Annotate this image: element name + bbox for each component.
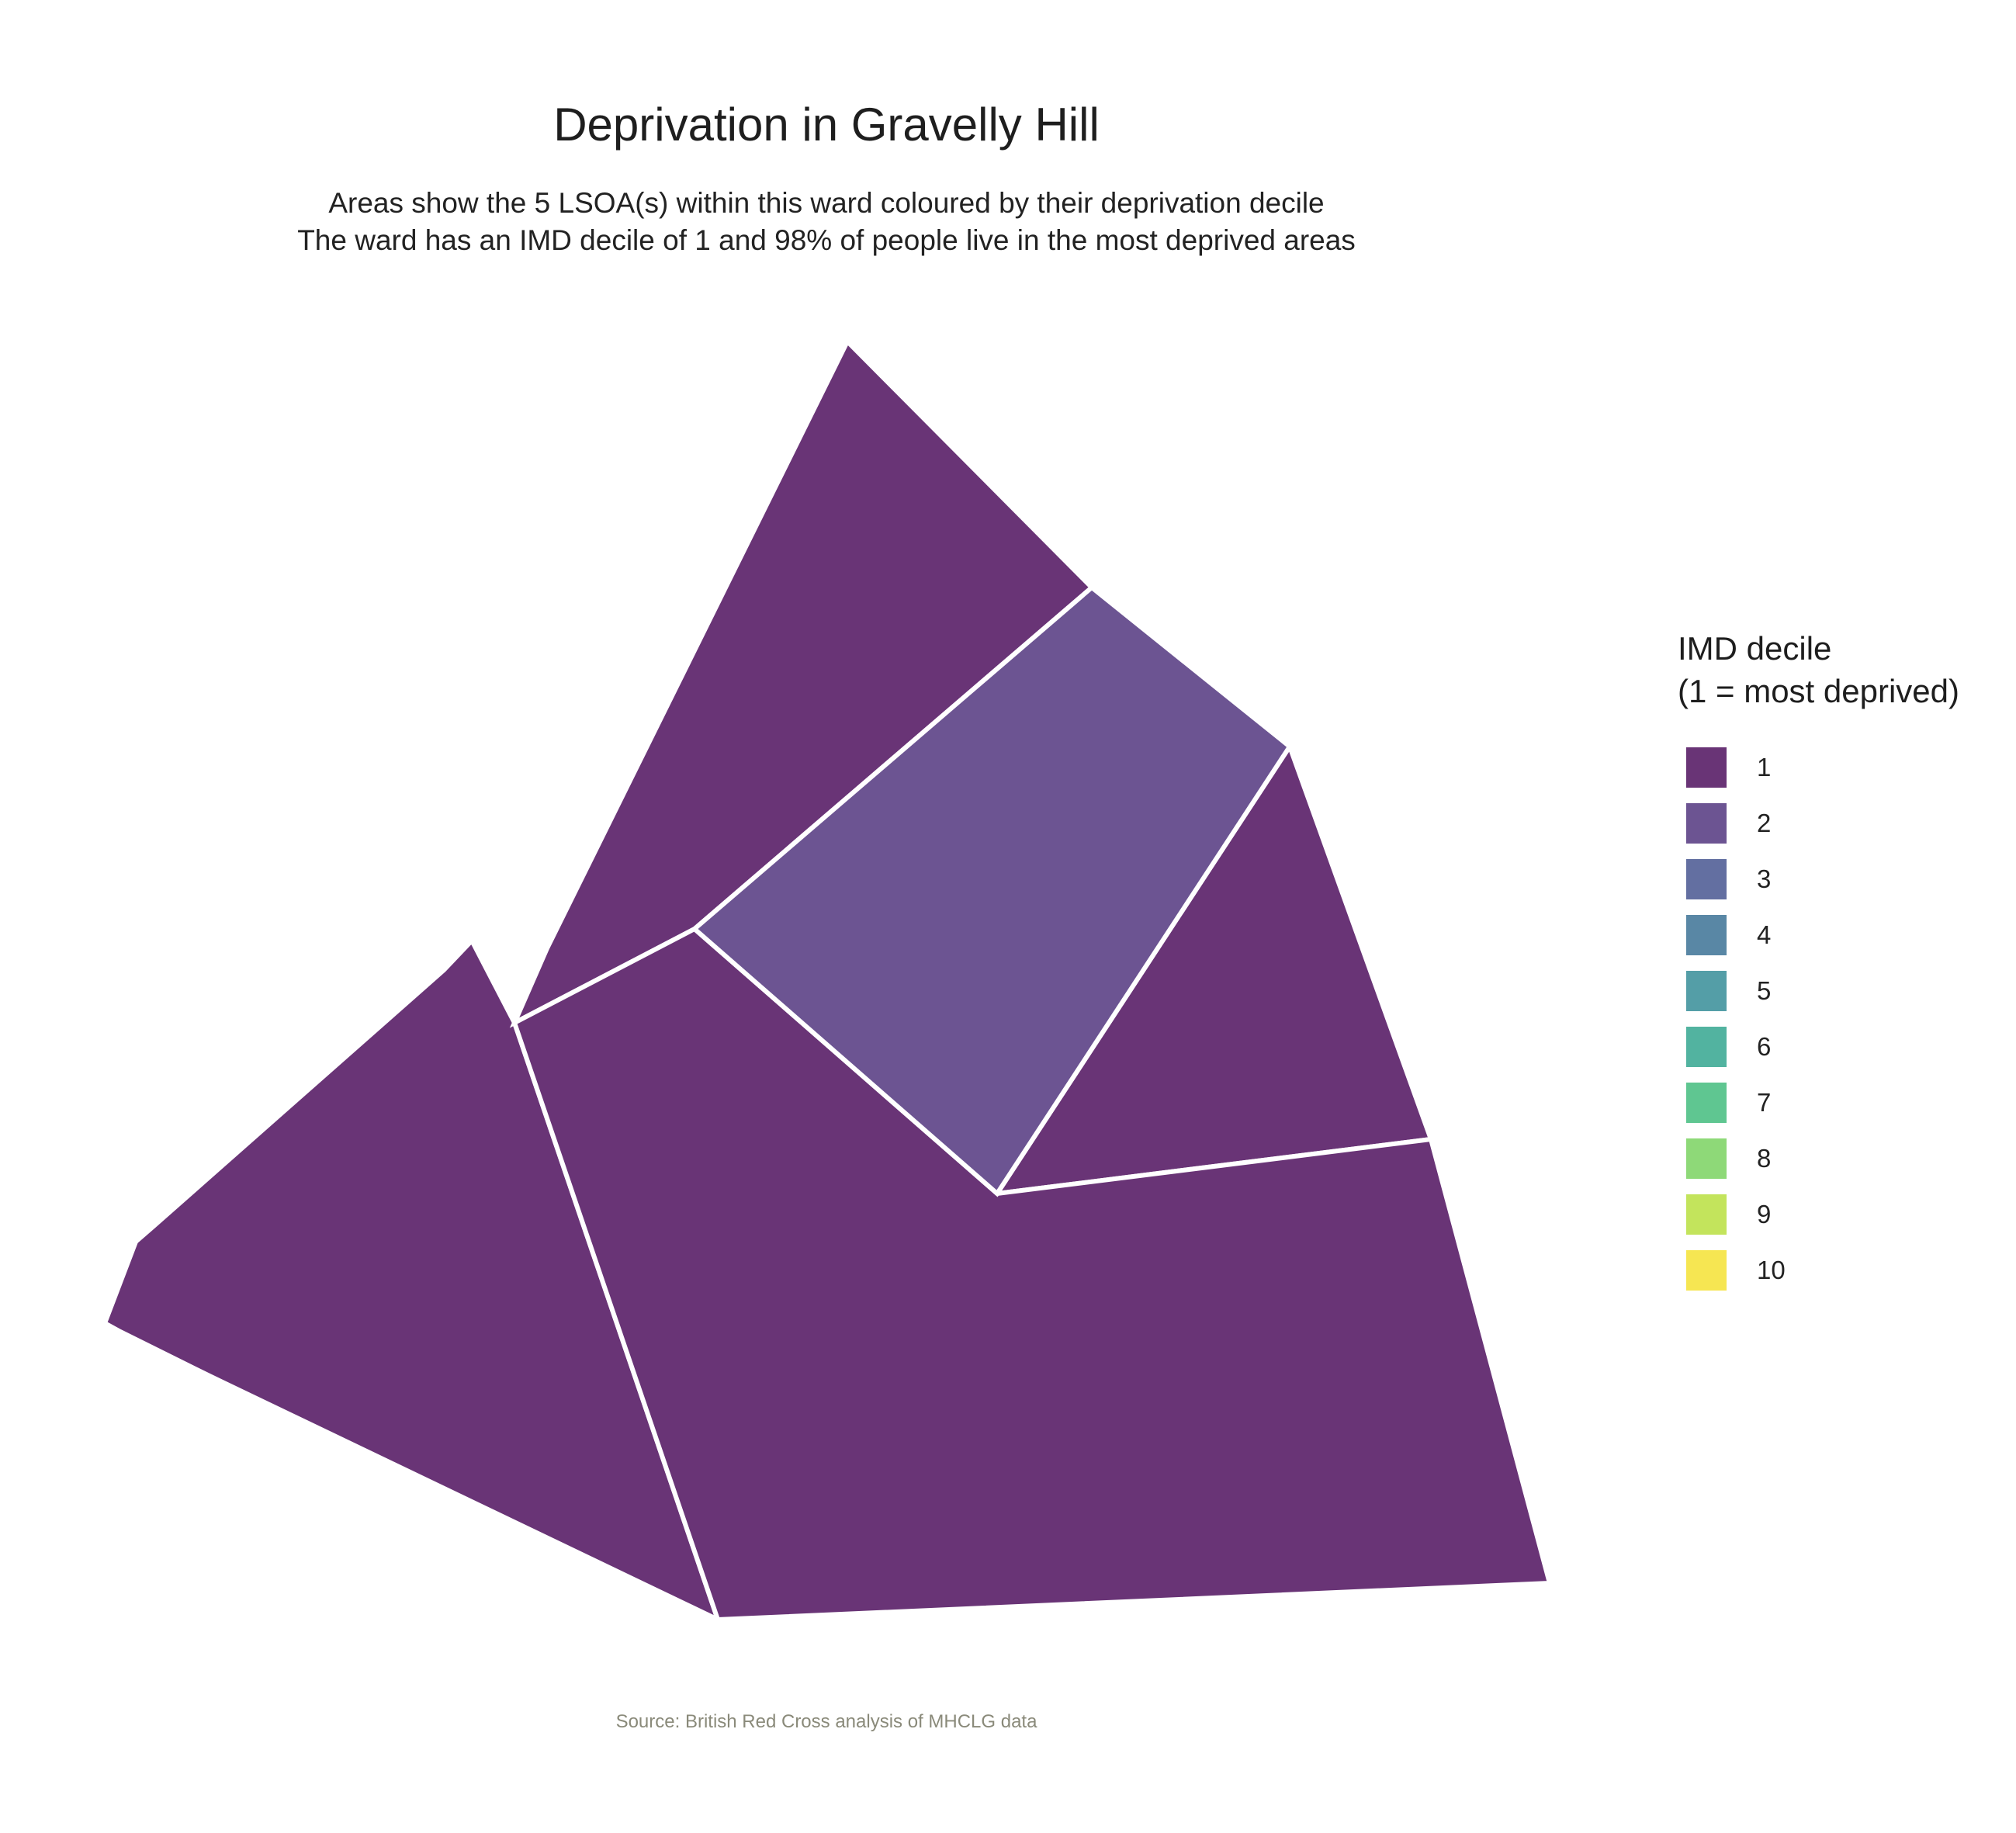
legend-item: 7: [1678, 1075, 1959, 1131]
lsoa-areas: [102, 337, 1553, 1624]
legend-key-swatch: [1686, 859, 1727, 899]
legend-item: 9: [1678, 1187, 1959, 1242]
legend-title-line-2: (1 = most deprived): [1678, 673, 1959, 709]
legend-key-swatch: [1686, 1083, 1727, 1123]
map-subtitle-line-1: Areas show the 5 LSOA(s) within this war…: [328, 187, 1325, 219]
legend-key-swatch: [1686, 1138, 1727, 1179]
legend-item: 5: [1678, 963, 1959, 1019]
legend-label: 2: [1757, 809, 1772, 837]
legend-key-swatch: [1686, 803, 1727, 844]
legend-key-swatch: [1686, 971, 1727, 1011]
legend-item: 2: [1678, 795, 1959, 851]
legend-label: 4: [1757, 920, 1772, 949]
legend-label: 5: [1757, 976, 1772, 1005]
legend-label: 7: [1757, 1088, 1772, 1117]
legend-key-swatch: [1686, 1250, 1727, 1291]
source-caption: Source: British Red Cross analysis of MH…: [615, 1711, 1037, 1732]
legend-item: 4: [1678, 907, 1959, 963]
legend-label: 10: [1757, 1256, 1786, 1284]
legend-label: 1: [1757, 753, 1772, 781]
legend-item: 8: [1678, 1131, 1959, 1187]
legend: IMD decile (1 = most deprived) 1 2 3 4 5 6 7 8 9…: [1678, 627, 1959, 1298]
legend-label: 9: [1757, 1200, 1772, 1228]
map-subtitle-line-2: The ward has an IMD decile of 1 and 98% …: [297, 224, 1356, 256]
legend-key-swatch: [1686, 1027, 1727, 1067]
legend-label: 3: [1757, 865, 1772, 893]
legend-item: 10: [1678, 1242, 1959, 1298]
legend-item: 6: [1678, 1019, 1959, 1075]
legend-label: 8: [1757, 1144, 1772, 1173]
lsoa-area-west[interactable]: [102, 936, 722, 1624]
lsoa-area-centre[interactable]: [691, 584, 1294, 1197]
legend-item: 1: [1678, 740, 1959, 795]
legend-key-swatch: [1686, 915, 1727, 955]
legend-key-swatch: [1686, 1194, 1727, 1235]
legend-key-swatch: [1686, 747, 1727, 788]
legend-label: 6: [1757, 1032, 1772, 1061]
map-title: Deprivation in Gravelly Hill: [553, 99, 1100, 151]
legend-title-line-1: IMD decile: [1678, 630, 1832, 667]
legend-items: 1 2 3 4 5 6 7 8 9 10: [1678, 740, 1959, 1298]
legend-item: 3: [1678, 851, 1959, 907]
ward-map: [102, 337, 1553, 1624]
